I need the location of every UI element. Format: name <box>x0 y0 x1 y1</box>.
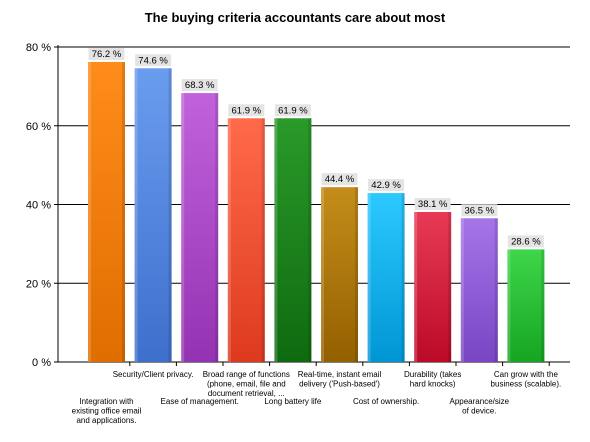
category-label: Broad range of functions <box>203 370 290 379</box>
y-tick-label: 0 % <box>32 357 51 369</box>
value-label: 61.9 % <box>232 105 262 116</box>
category-label: hard knocks) <box>410 380 456 389</box>
bar-shade <box>355 187 358 362</box>
value-label-bg <box>368 179 405 192</box>
category-label: Ease of management. <box>161 397 239 406</box>
value-label: 42.9 % <box>371 180 401 191</box>
y-tick-label: 60 % <box>26 121 51 133</box>
bar-highlight <box>274 118 278 362</box>
category-label: (phone, email, file and <box>207 380 286 389</box>
bar-shade <box>308 118 312 362</box>
category-label: Cost of ownership. <box>353 397 419 406</box>
category-label: Can grow with the <box>494 370 559 379</box>
value-label: 76.2 % <box>92 49 122 60</box>
value-label-bg <box>461 204 498 217</box>
bar-highlight <box>367 193 371 362</box>
bar-highlight <box>88 61 91 363</box>
bar <box>321 187 358 362</box>
value-label-bg <box>88 47 125 60</box>
value-label: 61.9 % <box>278 105 308 116</box>
value-label-bg <box>414 197 451 210</box>
category-label: Long battery life <box>264 397 321 406</box>
value-label-bg <box>228 104 265 117</box>
y-tick-label: 20 % <box>26 278 51 290</box>
bar-shade <box>215 93 219 362</box>
bar-shade <box>541 249 545 362</box>
value-label: 28.6 % <box>511 236 541 247</box>
bar <box>414 211 452 362</box>
value-label-bg <box>135 54 172 67</box>
y-tick-label: 80 % <box>26 42 51 54</box>
chart-title: The buying criteria accountants care abo… <box>144 10 446 25</box>
category-label: business (scalable). <box>491 380 562 389</box>
bar-highlight <box>321 187 324 362</box>
bar <box>460 218 498 362</box>
category-label: existing office email <box>72 407 142 416</box>
category-label: document retrieval, ... <box>208 389 285 398</box>
bar-shade <box>494 218 498 362</box>
bar-shade <box>168 68 172 362</box>
bar-highlight <box>507 249 511 362</box>
bar-shade <box>401 193 405 362</box>
category-label: Integration with <box>79 397 133 406</box>
category-label: Security/Client privacy. <box>113 370 194 379</box>
bar-highlight <box>181 93 185 362</box>
value-label: 36.5 % <box>465 205 495 216</box>
value-label-bg <box>321 173 358 186</box>
bar <box>134 68 172 362</box>
bar <box>88 61 125 363</box>
bar <box>507 249 545 362</box>
category-label: Appearance/size <box>450 397 510 406</box>
value-label: 38.1 % <box>418 199 448 210</box>
value-label-bg <box>507 235 544 248</box>
category-label: Real-time, instant email <box>298 370 382 379</box>
bar-shade <box>448 211 452 362</box>
value-label: 68.3 % <box>185 80 215 91</box>
value-label-bg <box>181 79 218 92</box>
bar-shade <box>261 118 265 362</box>
value-label: 74.6 % <box>138 55 168 66</box>
bar-shade <box>122 61 125 363</box>
bar <box>367 193 405 362</box>
bar <box>227 118 265 362</box>
category-label: delivery ('Push-based') <box>299 380 380 389</box>
category-label: Durability (takes <box>404 370 461 379</box>
bar <box>274 118 312 362</box>
y-tick-label: 40 % <box>26 200 51 212</box>
value-label-bg <box>274 104 311 117</box>
bar <box>181 93 219 362</box>
category-label: of device. <box>462 407 496 416</box>
value-label: 44.4 % <box>325 174 355 185</box>
bar-highlight <box>414 211 418 362</box>
bar-highlight <box>134 68 138 362</box>
category-label: and applications. <box>76 416 136 425</box>
bar-highlight <box>227 118 231 362</box>
bar-highlight <box>460 218 464 362</box>
